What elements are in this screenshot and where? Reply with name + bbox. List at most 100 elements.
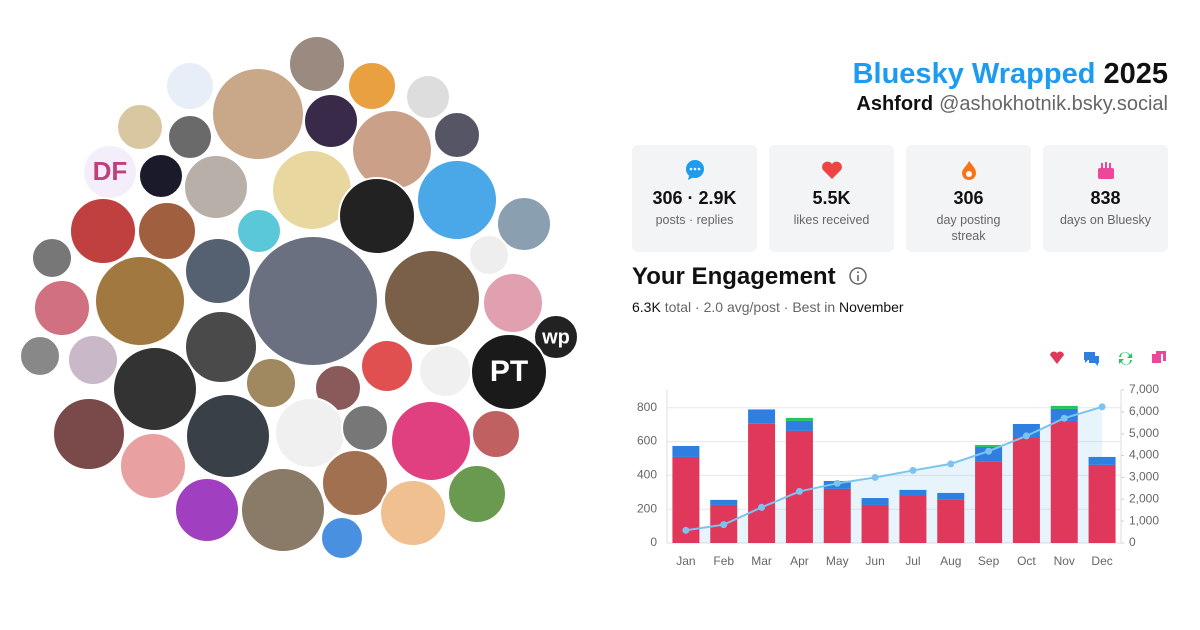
best-month: November [839,299,904,315]
avatar[interactable] [184,310,258,384]
avatar[interactable] [433,111,481,159]
avatar[interactable] [470,333,548,411]
stat-value: 5.5K [812,188,851,208]
avatar-text: wp [541,326,570,348]
line-point [871,473,879,481]
avatar[interactable] [416,159,498,241]
avatar[interactable] [496,196,552,252]
avatar[interactable] [533,314,579,360]
avatar[interactable] [405,74,451,120]
avatar[interactable] [390,400,472,482]
y-tick-label: 200 [637,501,657,515]
bar-segment [975,444,1003,447]
bar-segment [899,496,927,543]
stat-card: 5.5K likes received [769,145,894,252]
bar-segment [785,430,813,543]
legend-key[interactable] [1152,351,1166,363]
avatar[interactable] [31,237,73,279]
avatar[interactable] [338,177,416,255]
avatar[interactable] [52,397,126,471]
stat-card: 838 days on Bluesky [1043,145,1168,252]
avatar[interactable] [119,432,187,500]
avatar-text: DF [93,156,128,186]
avatar[interactable] [247,235,379,367]
x-tick-label: Jun [865,554,884,568]
stat-label: likes received [793,213,870,227]
avatar[interactable] [165,61,215,111]
avatar[interactable] [94,255,186,347]
total: 6.3K [632,299,661,315]
stat-value: 306 · 2.9K [652,188,737,208]
x-tick-label: Mar [751,554,772,568]
bar-segment [937,492,965,500]
y2-tick-label: 4,000 [1129,448,1159,462]
y2-tick-label: 6,000 [1129,404,1159,418]
avatar[interactable] [245,357,297,409]
avatar[interactable] [303,93,359,149]
avatar[interactable] [418,344,472,398]
icon [1097,162,1114,179]
avatar[interactable] [211,67,305,161]
summary: 6.3K total · 2.0 avg/post · Best in Nove… [632,299,904,315]
avatar[interactable] [288,35,346,93]
x-tick-label: Nov [1054,554,1075,568]
bar-segment [1012,423,1040,439]
avatar[interactable] [137,201,197,261]
avatar[interactable] [351,109,433,191]
user: Ashford @ashokhotnik.bsky.social [853,93,1168,116]
line-point [1060,414,1068,422]
avatar[interactable] [321,449,389,517]
avatar[interactable] [69,197,137,265]
avatar[interactable] [112,346,198,432]
avatar[interactable] [138,153,184,199]
avatar[interactable] [468,234,510,276]
avatar[interactable] [379,479,447,547]
avatar[interactable] [185,393,271,479]
y-tick-label: 600 [637,434,657,448]
bar-segment [710,499,738,505]
bar-segment [748,423,776,543]
line-point [833,479,841,487]
x-tick-label: Oct [1017,554,1036,568]
avatar[interactable] [167,114,213,160]
avatar[interactable] [360,339,414,393]
avatar[interactable] [19,335,61,377]
icon [685,160,704,180]
stat-value: 838 [1090,188,1121,208]
avatar[interactable] [116,103,164,151]
legend-key[interactable] [1119,352,1132,365]
avatar[interactable] [33,279,91,337]
stat-value: 306 [953,188,984,208]
x-tick-label: Jul [905,554,920,568]
line-point [1098,403,1106,411]
avatar[interactable] [174,477,240,543]
bar-segment [672,445,700,457]
bar-segment [785,417,813,421]
avatar[interactable] [240,467,326,553]
avatar[interactable] [236,208,282,254]
bar-segment [785,420,813,431]
avatar[interactable] [482,272,544,334]
avatar[interactable] [341,404,389,452]
avatar[interactable] [184,237,252,305]
info-icon[interactable] [848,266,868,286]
legend-key[interactable] [1084,352,1099,366]
avatar[interactable] [471,409,521,459]
line-point [1022,432,1030,440]
y-tick-label: 0 [650,535,657,549]
title-text: Bluesky Wrapped [852,58,1096,90]
bar-segment [899,489,927,497]
line-point [985,447,993,455]
bar-segment [1050,405,1078,409]
avatar[interactable] [447,464,507,524]
avatar[interactable] [347,61,397,111]
bar-segment [975,461,1003,543]
avatar[interactable] [183,154,249,220]
avatar[interactable] [67,334,119,386]
legend-key[interactable] [1050,351,1064,364]
avatar[interactable] [383,249,481,347]
line-point [909,466,917,474]
bar-segment [1050,420,1078,543]
avatar[interactable] [320,516,364,560]
